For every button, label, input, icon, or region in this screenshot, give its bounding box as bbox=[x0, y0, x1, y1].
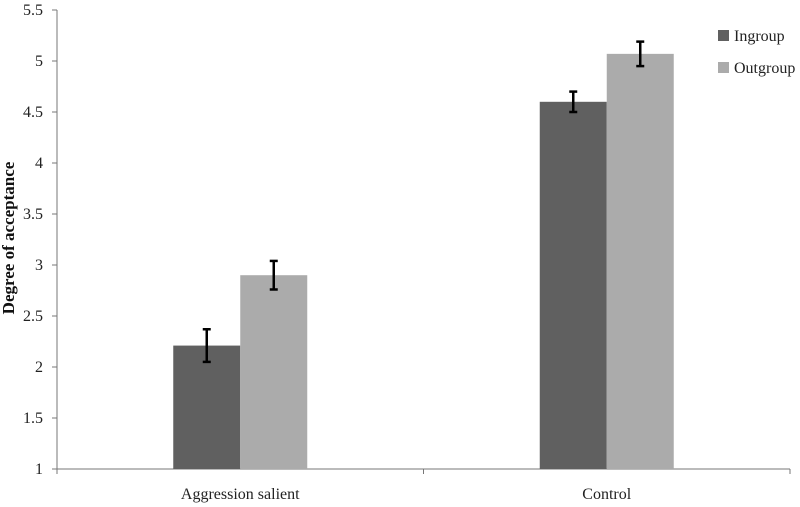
bars bbox=[173, 53, 674, 470]
y-tick-label: 3 bbox=[35, 257, 43, 274]
y-tick-label: 3.5 bbox=[23, 206, 43, 223]
legend-label: Ingroup bbox=[734, 28, 785, 45]
y-tick-label: 1 bbox=[35, 461, 43, 478]
bar-outgroup bbox=[240, 275, 308, 469]
y-tick-label: 5.5 bbox=[23, 2, 43, 19]
bar-outgroup bbox=[606, 53, 674, 470]
y-tick-label: 2.5 bbox=[23, 308, 43, 325]
y-tick-label: 4 bbox=[35, 155, 43, 172]
y-tick-label: 1.5 bbox=[23, 410, 43, 427]
legend-swatch-ingroup bbox=[718, 30, 729, 41]
legend-label: Outgroup bbox=[734, 60, 795, 77]
y-axis-title: Degree of acceptance bbox=[0, 161, 18, 314]
legend: Ingroup Outgroup bbox=[718, 28, 795, 77]
bar-ingroup bbox=[539, 101, 607, 470]
bar-ingroup bbox=[173, 345, 241, 469]
y-tick-label: 5 bbox=[35, 53, 43, 70]
y-axis: 1 1.5 2 2.5 3 3.5 4 4.5 5 5.5 bbox=[23, 2, 58, 478]
x-axis: Aggression salient Control bbox=[56, 468, 791, 503]
legend-swatch-outgroup bbox=[718, 62, 729, 73]
category-label: Control bbox=[582, 486, 631, 503]
y-tick-label: 2 bbox=[35, 359, 43, 376]
y-tick-label: 4.5 bbox=[23, 104, 43, 121]
category-label: Aggression salient bbox=[181, 486, 300, 503]
error-bars bbox=[202, 40, 645, 364]
